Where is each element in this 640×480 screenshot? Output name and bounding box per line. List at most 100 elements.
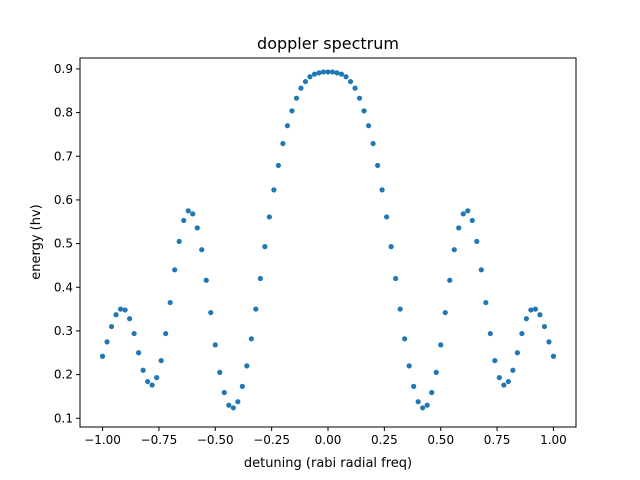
x-tick-label: −0.75 [141, 433, 178, 447]
data-point [190, 211, 196, 217]
data-point [388, 244, 394, 250]
data-point [460, 211, 466, 217]
data-point [442, 309, 448, 316]
data-point [230, 405, 236, 411]
data-point [415, 399, 421, 405]
x-axis-label: detuning (rabi radial freq) [244, 456, 412, 471]
data-point [122, 307, 128, 313]
data-point [117, 306, 124, 312]
data-point [235, 399, 241, 405]
data-point [501, 382, 507, 388]
data-point [275, 162, 281, 169]
data-point [221, 389, 227, 396]
data-point [447, 277, 453, 283]
data-point [145, 378, 151, 385]
data-point [181, 217, 187, 224]
data-point [492, 358, 498, 364]
x-tick-label: 0.25 [371, 433, 398, 447]
data-point [438, 342, 444, 348]
data-point [393, 275, 399, 282]
data-point [293, 95, 300, 101]
data-point [176, 238, 182, 245]
data-point [411, 383, 417, 389]
data-point [469, 217, 475, 224]
data-point [212, 342, 218, 348]
data-point [271, 187, 277, 193]
x-tick-label: 0.00 [315, 433, 342, 447]
data-point [474, 238, 480, 245]
x-tick-label: 0.75 [484, 433, 511, 447]
data-point [384, 214, 390, 220]
data-point [266, 214, 272, 220]
data-point [320, 69, 327, 75]
data-point [158, 358, 164, 364]
x-tick-label: −0.50 [197, 433, 234, 447]
data-point [307, 74, 313, 80]
data-point [298, 85, 304, 91]
y-axis-ticks: 0.1 0.2 0.3 0.4 0.5 0.6 0.7 0.8 0.9 [54, 62, 80, 425]
x-tick-label: −1.00 [84, 433, 121, 447]
data-point [478, 267, 484, 273]
data-points [99, 69, 557, 411]
data-point [334, 70, 340, 76]
y-tick-label: 0.9 [54, 62, 73, 76]
data-point [505, 378, 511, 385]
data-point [523, 316, 530, 322]
data-point [514, 350, 520, 356]
plot-area [80, 58, 576, 427]
data-point [510, 367, 516, 373]
data-point [343, 74, 349, 80]
data-point [113, 312, 119, 318]
data-point [140, 367, 146, 373]
y-tick-label: 0.2 [54, 368, 73, 382]
data-point [167, 299, 173, 306]
data-point [185, 208, 191, 214]
data-point [149, 382, 155, 388]
data-point [302, 78, 309, 85]
data-point [203, 277, 209, 283]
data-point [280, 140, 286, 147]
data-point [329, 69, 336, 75]
data-point [365, 123, 372, 129]
data-point [537, 312, 543, 318]
y-tick-label: 0.1 [54, 411, 73, 425]
data-point [451, 247, 457, 253]
data-point [546, 339, 552, 345]
data-point [131, 330, 137, 337]
chart-title: doppler spectrum [257, 34, 399, 53]
data-point [325, 69, 331, 75]
data-point [352, 85, 358, 91]
data-point [483, 299, 489, 306]
data-point [429, 389, 435, 396]
data-point [154, 375, 160, 381]
data-point [136, 350, 142, 356]
x-tick-label: 1.00 [540, 433, 567, 447]
x-tick-label: 0.50 [427, 433, 454, 447]
y-tick-label: 0.6 [54, 193, 73, 207]
data-point [194, 225, 200, 231]
data-point [406, 363, 412, 369]
data-point [316, 70, 322, 76]
y-tick-label: 0.5 [54, 237, 73, 251]
data-point [289, 108, 295, 114]
data-point [424, 402, 430, 408]
y-axis-label: energy (hv) [29, 204, 44, 280]
y-tick-label: 0.8 [54, 106, 73, 120]
y-tick-label: 0.7 [54, 149, 73, 163]
data-point [284, 123, 291, 129]
data-point [99, 353, 106, 359]
data-point [108, 323, 115, 330]
plot-frame [79, 57, 577, 428]
data-point [496, 375, 502, 381]
data-point [361, 108, 367, 114]
data-point [347, 78, 354, 85]
data-point [465, 208, 471, 214]
data-point [519, 330, 525, 337]
data-point [356, 95, 363, 101]
data-point [199, 247, 205, 253]
data-point [163, 330, 169, 337]
data-point [370, 140, 376, 147]
data-point [420, 405, 426, 411]
data-point [433, 369, 439, 376]
